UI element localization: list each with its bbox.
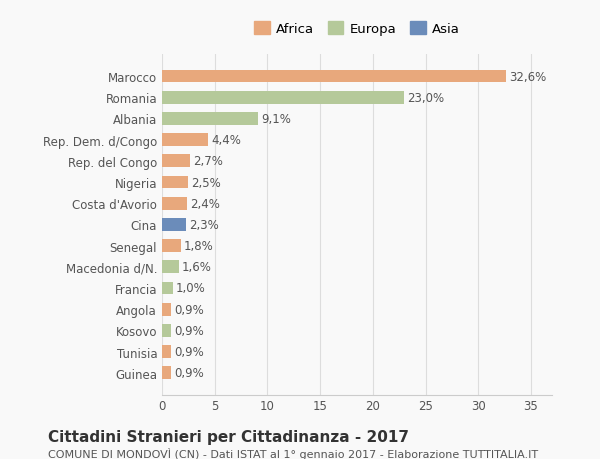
Text: 1,6%: 1,6% xyxy=(182,261,212,274)
Bar xyxy=(162,325,172,337)
Bar xyxy=(162,303,172,316)
Text: 1,0%: 1,0% xyxy=(176,282,205,295)
Text: 1,8%: 1,8% xyxy=(184,240,214,252)
Text: 4,4%: 4,4% xyxy=(212,134,241,147)
Bar xyxy=(162,218,186,231)
Bar xyxy=(162,261,179,274)
Bar xyxy=(162,92,404,104)
Text: 32,6%: 32,6% xyxy=(509,70,546,84)
Text: 2,7%: 2,7% xyxy=(194,155,223,168)
Text: 23,0%: 23,0% xyxy=(407,91,445,105)
Text: 0,9%: 0,9% xyxy=(175,324,205,337)
Bar xyxy=(162,346,172,358)
Text: 0,9%: 0,9% xyxy=(175,366,205,380)
Bar xyxy=(162,282,173,295)
Legend: Africa, Europa, Asia: Africa, Europa, Asia xyxy=(250,17,464,39)
Bar xyxy=(162,134,208,147)
Text: 2,5%: 2,5% xyxy=(191,176,221,189)
Bar xyxy=(162,197,187,210)
Text: 2,4%: 2,4% xyxy=(190,197,220,210)
Bar xyxy=(162,71,506,83)
Text: 9,1%: 9,1% xyxy=(261,112,291,126)
Bar xyxy=(162,113,258,125)
Text: 2,3%: 2,3% xyxy=(190,218,219,231)
Bar xyxy=(162,155,190,168)
Bar xyxy=(162,367,172,379)
Text: 0,9%: 0,9% xyxy=(175,303,205,316)
Text: 0,9%: 0,9% xyxy=(175,345,205,358)
Text: COMUNE DI MONDOVÌ (CN) - Dati ISTAT al 1° gennaio 2017 - Elaborazione TUTTITALIA: COMUNE DI MONDOVÌ (CN) - Dati ISTAT al 1… xyxy=(48,447,538,459)
Text: Cittadini Stranieri per Cittadinanza - 2017: Cittadini Stranieri per Cittadinanza - 2… xyxy=(48,429,409,444)
Bar xyxy=(162,240,181,252)
Bar xyxy=(162,176,188,189)
